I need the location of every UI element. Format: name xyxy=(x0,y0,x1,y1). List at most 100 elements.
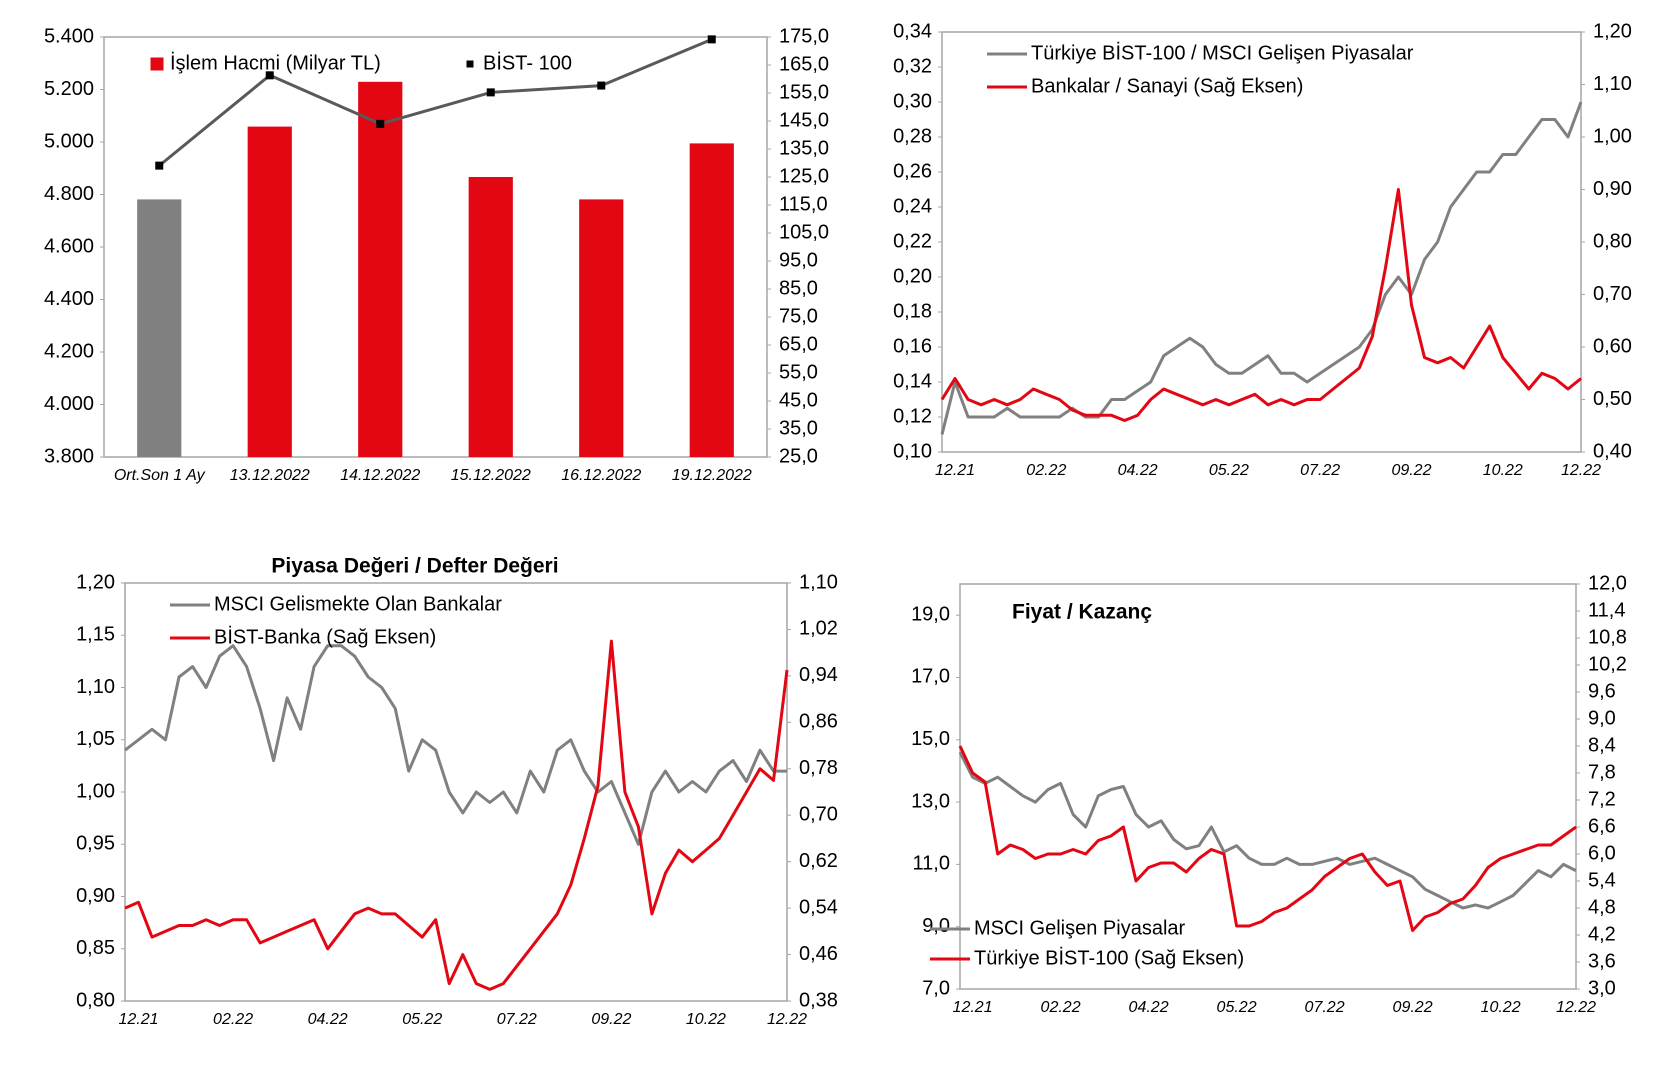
x-tick-label: 12.21 xyxy=(118,1011,158,1028)
point xyxy=(265,71,274,80)
y2-tick-label: 3,6 xyxy=(1588,950,1616,972)
y2-tick-label: 115,0 xyxy=(779,193,828,215)
legend-swatch xyxy=(466,60,474,68)
x-tick-label: 04.22 xyxy=(1129,999,1169,1016)
y-tick-label: 4.000 xyxy=(44,393,94,415)
y-tick-label: 13,0 xyxy=(911,790,950,812)
y2-tick-label: 10,8 xyxy=(1588,626,1627,648)
y2-tick-label: 1,10 xyxy=(1593,73,1632,95)
y-tick-label: 0,34 xyxy=(893,20,932,42)
y2-tick-label: 0,94 xyxy=(799,664,838,686)
y-tick-label: 0,30 xyxy=(893,90,932,112)
y2-tick-label: 0,54 xyxy=(799,896,838,918)
point xyxy=(597,81,606,90)
y-tick-label: 0,80 xyxy=(76,989,115,1011)
y-tick-label: 7,0 xyxy=(922,977,950,999)
legend-label: İşlem Hacmi (Milyar TL) xyxy=(170,51,381,74)
x-tick-label: 10.22 xyxy=(1481,999,1521,1016)
x-tick-label: 07.22 xyxy=(497,1011,537,1028)
y-tick-label: 0,24 xyxy=(893,195,932,217)
x-tick-label: 15.12.2022 xyxy=(451,467,531,484)
point xyxy=(486,88,495,97)
line xyxy=(958,751,1577,910)
bar xyxy=(137,199,182,457)
y-tick-label: 1,15 xyxy=(76,624,115,646)
y-tick-label: 4.400 xyxy=(44,288,94,310)
y2-tick-label: 0,46 xyxy=(799,943,838,965)
x-tick-label: 14.12.2022 xyxy=(340,467,420,484)
y2-tick-label: 65,0 xyxy=(779,333,818,355)
y2-tick-label: 10,2 xyxy=(1588,653,1627,675)
x-tick-label: 07.22 xyxy=(1300,462,1340,479)
bar xyxy=(358,81,403,458)
y-tick-label: 0,12 xyxy=(893,405,932,427)
y-tick-label: 1,10 xyxy=(76,676,115,698)
legend-label: Türkiye BİST-100 (Sağ Eksen) xyxy=(974,946,1244,969)
y-tick-label: 0,90 xyxy=(76,885,115,907)
y2-tick-label: 0,40 xyxy=(1593,440,1632,462)
y2-tick-label: 95,0 xyxy=(779,249,818,271)
y2-tick-label: 4,2 xyxy=(1588,923,1616,945)
y-tick-label: 5.200 xyxy=(44,78,94,100)
line xyxy=(158,38,713,167)
y2-tick-label: 0,60 xyxy=(1593,335,1632,357)
y2-tick-label: 75,0 xyxy=(779,305,818,327)
y2-tick-label: 85,0 xyxy=(779,277,818,299)
y2-tick-label: 6,0 xyxy=(1588,842,1616,864)
x-tick-label: 05.22 xyxy=(1209,462,1249,479)
y2-tick-label: 9,6 xyxy=(1588,680,1616,702)
y2-tick-label: 55,0 xyxy=(779,361,818,383)
y-tick-label: 0,22 xyxy=(893,230,932,252)
x-tick-label: 16.12.2022 xyxy=(561,467,641,484)
chart-title: Fiyat / Kazanç xyxy=(1012,601,1152,624)
y-tick-label: 0,18 xyxy=(893,300,932,322)
x-tick-label: Ort.Son 1 Ay xyxy=(114,467,206,484)
x-tick-label: 12.21 xyxy=(935,462,975,479)
x-tick-label: 05.22 xyxy=(402,1011,442,1028)
y2-tick-label: 8,4 xyxy=(1588,734,1616,756)
y2-tick-label: 45,0 xyxy=(779,389,818,411)
y2-tick-label: 3,0 xyxy=(1588,977,1616,999)
point xyxy=(155,161,164,170)
x-tick-label: 02.22 xyxy=(213,1011,253,1028)
y-tick-label: 3.800 xyxy=(44,445,94,467)
y2-tick-label: 165,0 xyxy=(779,53,829,75)
y2-tick-label: 145,0 xyxy=(779,109,829,131)
y-tick-label: 1,00 xyxy=(76,780,115,802)
x-tick-label: 12.22 xyxy=(767,1011,807,1028)
x-tick-label: 02.22 xyxy=(1041,999,1081,1016)
y2-tick-label: 5,4 xyxy=(1588,869,1616,891)
legend-label: BİST- 100 xyxy=(483,51,572,74)
y-tick-label: 1,20 xyxy=(76,571,115,593)
x-tick-label: 04.22 xyxy=(308,1011,348,1028)
y-tick-label: 0,85 xyxy=(76,937,115,959)
chart-title: Piyasa Değeri / Defter Değeri xyxy=(271,555,558,578)
plot-frame xyxy=(959,583,1577,990)
line xyxy=(940,101,1583,435)
y-tick-label: 4.600 xyxy=(44,235,94,257)
y2-tick-label: 9,0 xyxy=(1588,707,1616,729)
y-tick-label: 0,95 xyxy=(76,833,115,855)
point xyxy=(376,119,385,128)
y-tick-label: 4.800 xyxy=(44,183,94,205)
x-tick-label: 07.22 xyxy=(1305,999,1345,1016)
x-tick-label: 12.22 xyxy=(1556,999,1596,1016)
y2-tick-label: 4,8 xyxy=(1588,896,1616,918)
y-tick-label: 4.200 xyxy=(44,340,94,362)
y2-tick-label: 105,0 xyxy=(779,221,829,243)
y2-tick-label: 1,02 xyxy=(799,618,838,640)
y2-tick-label: 0,50 xyxy=(1593,388,1632,410)
y-tick-label: 0,32 xyxy=(893,55,932,77)
y-tick-label: 1,05 xyxy=(76,728,115,750)
x-tick-label: 12.22 xyxy=(1561,462,1601,479)
y2-tick-label: 155,0 xyxy=(779,81,829,103)
bar xyxy=(468,177,513,457)
x-tick-label: 10.22 xyxy=(686,1011,726,1028)
y2-tick-label: 12,0 xyxy=(1588,572,1627,594)
bar xyxy=(689,143,734,457)
y2-tick-label: 1,00 xyxy=(1593,125,1632,147)
y2-tick-label: 0,80 xyxy=(1593,230,1632,252)
y-tick-label: 0,26 xyxy=(893,160,932,182)
y2-tick-label: 1,20 xyxy=(1593,20,1632,42)
